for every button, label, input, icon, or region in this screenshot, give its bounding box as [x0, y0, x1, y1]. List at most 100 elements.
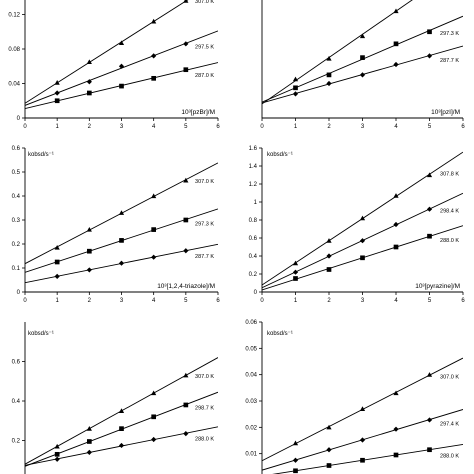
- x-axis-label: 10³[1,2,4-triazole]/M: [157, 283, 215, 290]
- data-point: [393, 244, 399, 250]
- y-tick-label: 0.3: [12, 218, 21, 224]
- data-point: [118, 63, 125, 69]
- x-tick-label: 4: [152, 124, 156, 130]
- y-tick-label: 0.2: [12, 242, 21, 248]
- y-tick-label: 0.04: [245, 373, 257, 379]
- x-tick-label: 1: [294, 124, 298, 130]
- x-tick-label: 0: [23, 298, 27, 304]
- data-point: [427, 29, 432, 35]
- x-tick-label: 5: [184, 124, 188, 130]
- data-point: [151, 436, 157, 443]
- data-point: [86, 90, 92, 96]
- data-point: [54, 245, 60, 250]
- data-point: [326, 55, 332, 61]
- x-tick-label: 5: [428, 124, 432, 130]
- y-tick-label: 0.6: [12, 360, 21, 366]
- data-point: [326, 463, 332, 468]
- y-tick-label: 1.2: [249, 182, 258, 188]
- data-point: [151, 254, 157, 260]
- y-tick-label: 0: [17, 290, 21, 296]
- data-point: [86, 267, 92, 273]
- data-point: [151, 75, 157, 81]
- data-point: [86, 227, 92, 232]
- x-tick-label: 4: [152, 298, 156, 304]
- data-point: [86, 59, 92, 65]
- data-point: [293, 468, 298, 474]
- data-point: [292, 91, 299, 97]
- series-label: 297.3 K: [440, 31, 459, 37]
- data-point: [292, 260, 299, 266]
- x-tick-label: 1: [294, 298, 298, 304]
- y-tick-label: 0: [17, 116, 21, 122]
- chart-panel: 0.2 0.4 0.6 kobsd/s⁻¹ 307.0 K 298.7 K 288.0 K: [12, 322, 218, 474]
- data-point: [426, 172, 433, 178]
- y-axis-label: kobsd/s⁻¹: [267, 152, 293, 158]
- data-point: [393, 390, 399, 396]
- chart-panel: 0.01 0.02 0.03 0.04 0.05 0.06 kobsd/s⁻¹ 307.0 K…: [245, 320, 463, 474]
- data-point: [86, 248, 92, 254]
- data-point: [393, 41, 399, 47]
- data-point: [359, 406, 366, 411]
- data-point: [183, 0, 189, 3]
- data-point: [151, 390, 157, 396]
- data-point: [54, 456, 60, 462]
- data-point: [360, 55, 365, 60]
- data-point: [393, 61, 399, 68]
- y-tick-label: 0.1: [12, 266, 21, 272]
- data-point: [183, 177, 189, 183]
- x-tick-label: 3: [361, 298, 365, 304]
- data-point: [426, 206, 433, 212]
- plot-area: [25, 162, 218, 284]
- data-point: [426, 53, 433, 59]
- x-tick-label: 2: [327, 298, 331, 304]
- y-tick-label: 0.01: [245, 452, 257, 458]
- y-tick-label: 0.2: [249, 272, 258, 278]
- x-axis-label: 10³[pyrazine]/M: [415, 283, 460, 290]
- y-axis-label: kobsd/s⁻¹: [267, 331, 293, 337]
- x-tick-label: 6: [461, 124, 465, 130]
- x-tick-label: 3: [120, 124, 124, 130]
- data-point: [326, 72, 332, 78]
- data-point: [183, 248, 189, 254]
- y-tick-label: 0.6: [249, 236, 258, 242]
- plot-area: [25, 357, 218, 467]
- data-point: [151, 414, 157, 420]
- data-point: [119, 426, 124, 431]
- chart-panel: 0 1 2 3 4 5 6 0 0.04 0.08 0.12 10³[pzBr]/M 307.0 K 29…: [8, 0, 220, 130]
- data-point: [151, 53, 157, 59]
- data-point: [393, 221, 399, 228]
- data-point: [427, 233, 432, 239]
- data-point: [360, 255, 365, 261]
- data-point: [151, 193, 157, 199]
- x-axis-label: 10³[pzI]/M: [431, 109, 460, 116]
- data-point: [183, 217, 189, 223]
- data-point: [326, 80, 332, 87]
- data-point: [118, 210, 125, 215]
- y-tick-label: 1.4: [249, 164, 258, 170]
- data-point: [151, 18, 157, 24]
- data-point: [119, 238, 124, 243]
- data-point: [326, 238, 332, 243]
- series-label: 288.0 K: [440, 454, 459, 460]
- x-tick-label: 6: [216, 124, 220, 130]
- series-label: 287.0 K: [195, 73, 214, 79]
- x-tick-label: 2: [327, 124, 331, 130]
- series-label: 307.0 K: [440, 374, 459, 380]
- data-point: [183, 67, 189, 73]
- x-tick-label: 3: [120, 298, 124, 304]
- series-label: 288.0 K: [195, 437, 214, 443]
- data-point: [293, 85, 298, 91]
- y-tick-label: 0.03: [245, 399, 257, 405]
- series-label: 287.7 K: [440, 58, 459, 64]
- data-point: [118, 40, 125, 46]
- data-point: [118, 408, 125, 413]
- data-point: [359, 72, 366, 78]
- x-tick-label: 1: [55, 124, 59, 130]
- y-axis-label: kobsd/s⁻¹: [28, 331, 54, 337]
- data-point: [426, 372, 433, 377]
- series-label: 287.7 K: [195, 254, 214, 260]
- data-point: [326, 267, 332, 272]
- y-tick-label: 0.2: [12, 439, 21, 445]
